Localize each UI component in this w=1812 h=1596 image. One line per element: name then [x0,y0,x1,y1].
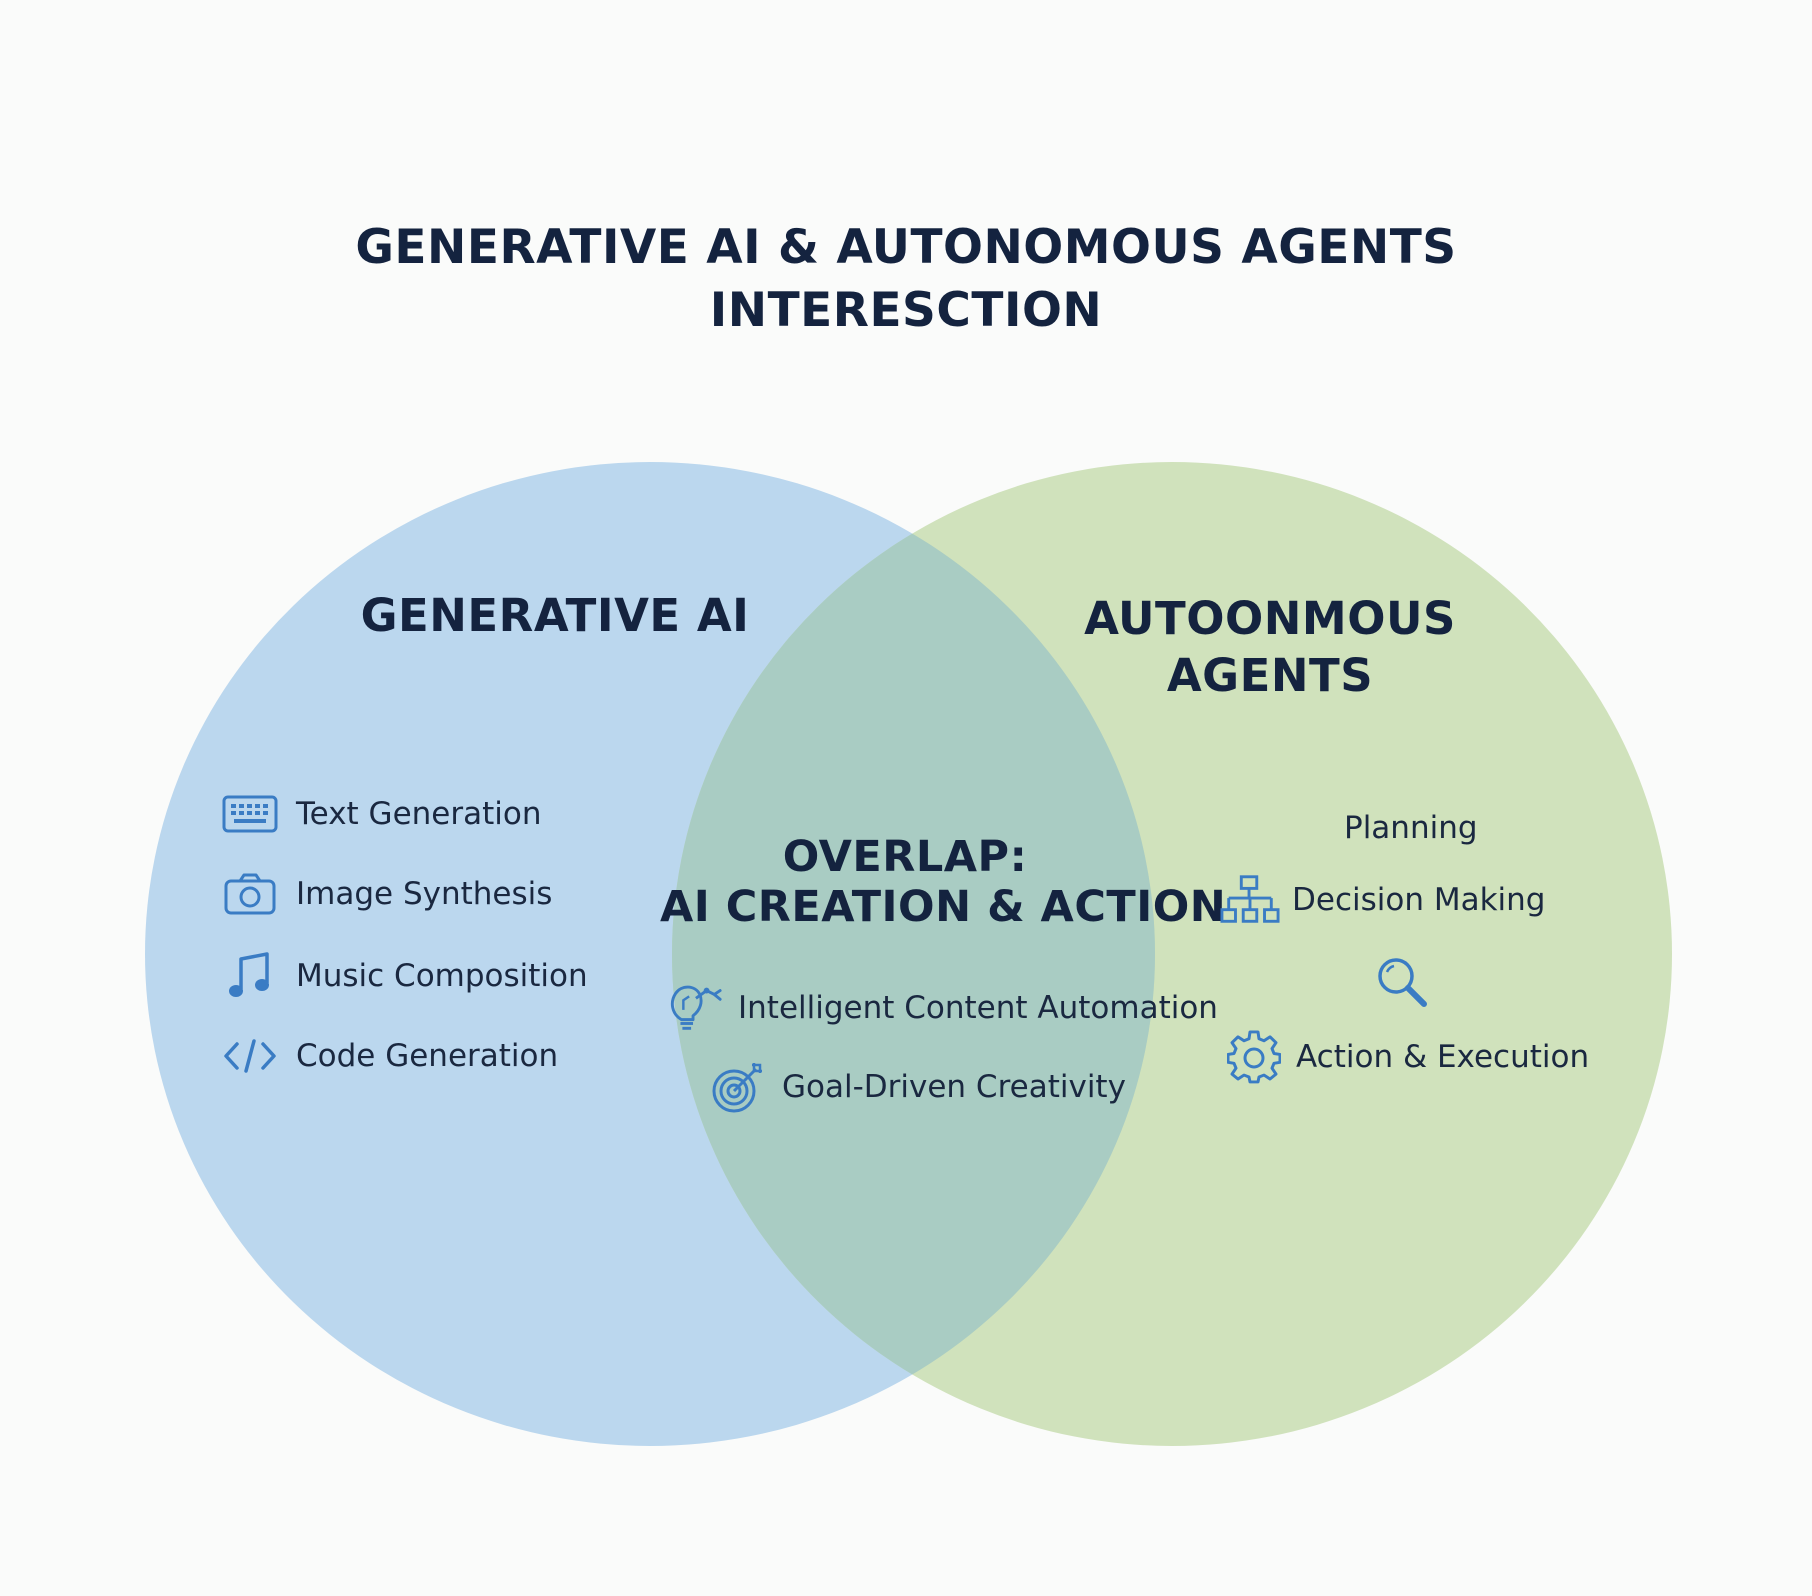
list-item-label: Intelligent Content Automation [738,990,1218,1026]
list-item-decision-making: Decision Making [1220,872,1545,928]
gear-icon [1224,1029,1284,1085]
autonomous-agents-heading-line-1: AUTOONMOUS [1084,592,1456,645]
list-item-label: Music Composition [296,958,588,994]
list-item-music-composition: Music Composition [220,948,588,1004]
overlap-region [672,462,1155,1446]
list-item-label: Text Generation [296,796,542,832]
keyboard-icon [220,786,280,842]
list-item-label: Decision Making [1292,882,1546,918]
list-item-image-synthesis: Image Synthesis [220,866,552,922]
diagram-title: GENERATIVE AI & AUTONOMOUS AGENTS INTERE… [0,216,1812,342]
target-arrow-icon [708,1059,768,1115]
list-item-action-execution: Action & Execution [1224,1029,1589,1085]
list-item-code-generation: Code Generation [220,1028,558,1084]
overlap-heading-line-2: AI CREATION & ACTION [660,882,1227,932]
hierarchy-icon [1220,872,1280,928]
code-icon [220,1028,280,1084]
diagram-title-line-2: INTERESCTION [709,283,1103,338]
music-note-icon [220,948,280,1004]
list-item-label: Goal-Driven Creativity [782,1069,1126,1105]
list-item-intelligent-content-automation: Intelligent Content Automation [664,980,1218,1036]
diagram-title-line-1: GENERATIVE AI & AUTONOMOUS AGENTS [355,220,1457,275]
list-item-text-generation: Text Generation [220,786,542,842]
magnifier-icon [1372,952,1432,1012]
overlap-heading: OVERLAP: AI CREATION & ACTION [660,832,1227,932]
list-item-goal-driven-creativity: Goal-Driven Creativity [708,1059,1126,1115]
list-item-label: Planning [1344,810,1478,846]
list-item-label: Image Synthesis [296,876,553,912]
list-item-planning: Planning [1344,808,1478,848]
list-item-label: Action & Execution [1296,1039,1590,1075]
list-item-label: Code Generation [296,1038,559,1074]
overlap-heading-line-1: OVERLAP: [782,832,1028,882]
generative-ai-heading: GENERATIVE AI [330,587,780,644]
autonomous-agents-heading-line-2: AGENTS [1166,649,1374,702]
lightbulb-robot-arm-icon [664,980,724,1036]
generative-ai-heading-text: GENERATIVE AI [360,589,750,642]
camera-icon [220,866,280,922]
autonomous-agents-heading: AUTOONMOUS AGENTS [1060,590,1480,704]
